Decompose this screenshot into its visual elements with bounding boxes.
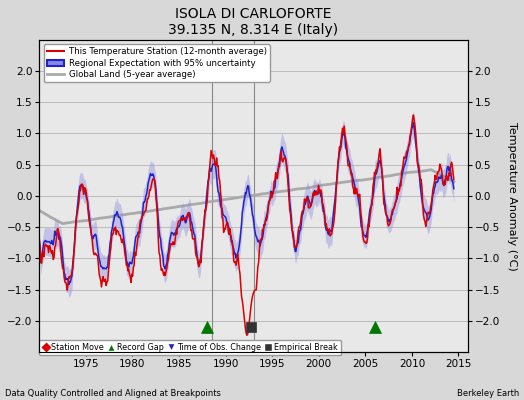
Title: ISOLA DI CARLOFORTE
39.135 N, 8.314 E (Italy): ISOLA DI CARLOFORTE 39.135 N, 8.314 E (I… bbox=[168, 7, 339, 37]
Y-axis label: Temperature Anomaly (°C): Temperature Anomaly (°C) bbox=[507, 122, 517, 270]
Text: Data Quality Controlled and Aligned at Breakpoints: Data Quality Controlled and Aligned at B… bbox=[5, 389, 221, 398]
Legend: Station Move, Record Gap, Time of Obs. Change, Empirical Break: Station Move, Record Gap, Time of Obs. C… bbox=[39, 340, 341, 355]
Text: Berkeley Earth: Berkeley Earth bbox=[456, 389, 519, 398]
